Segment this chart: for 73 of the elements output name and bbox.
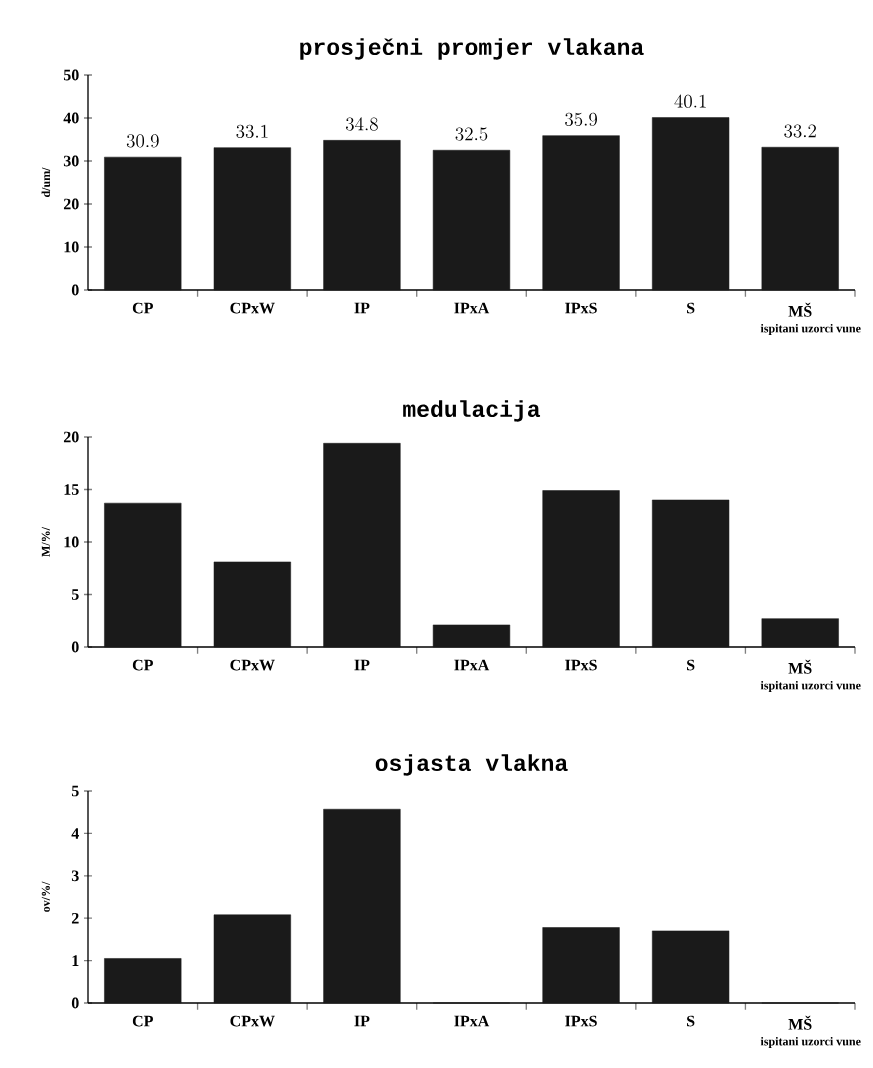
x-tick-label: MŠ [788,302,812,317]
x-tick-label: CP [132,659,153,671]
x-tick-label: IP [354,1015,370,1027]
bar [323,443,401,648]
chart-title: prosječni promjer vlakana [300,38,644,60]
y-tick-label: 2 [71,912,79,924]
x-tick-label: IPxA [454,302,490,314]
x-tick-label: CP [132,1015,153,1027]
x-tick-label: CPxW [230,659,275,671]
x-tick-label: MŠ [788,1015,812,1030]
bar [104,958,182,1004]
bar [542,927,620,1004]
x-axis-title: ispitani uzorci vune [760,1037,861,1048]
y-axis-title: M/%/ [41,526,50,557]
chart-title: osjasta vlakna [375,754,568,776]
y-tick-label: 1 [72,955,79,966]
y-tick-label: 0 [71,641,79,653]
chart-title: medulacija [403,400,541,422]
y-tick-label: 0 [71,997,79,1009]
y-axis-title: ov/%/ [41,881,50,912]
x-axis-title: ispitani uzorci vune [760,681,861,692]
data-label: 33.2 [784,124,816,138]
x-tick-label: S [687,1015,695,1027]
x-tick-label: CPxW [230,302,275,314]
bar [542,135,620,291]
x-tick-label: IP [354,302,370,314]
y-tick-label: 0 [71,284,79,296]
x-tick-label: IPxS [565,1015,597,1027]
x-tick-label: IPxS [565,659,597,671]
bar [213,914,291,1004]
bar [542,490,620,648]
bar [104,502,182,648]
bar [652,930,730,1004]
y-tick-label: 20 [63,431,79,443]
y-tick-label: 50 [63,69,79,81]
y-tick-label: 15 [64,484,79,495]
x-tick-label: CP [132,302,153,314]
y-tick-label: 3 [71,870,79,882]
x-tick-label: CPxW [230,1015,275,1027]
bar [323,140,401,291]
y-tick-label: 20 [63,198,79,210]
x-axis-title: ispitani uzorci vune [760,324,861,335]
x-tick-label: IPxS [565,302,597,314]
x-tick-label: IPxA [454,659,490,671]
bar [213,561,291,648]
x-tick-label: IP [354,659,370,671]
bar [432,149,511,291]
y-tick-label: 40 [63,112,79,124]
data-label: 33. 1 [236,124,268,139]
y-tick-label: 10 [64,536,79,548]
x-tick-label: S [687,302,695,314]
y-tick-label: 10 [64,241,79,253]
bar [432,624,511,648]
bar [104,156,182,291]
y-tick-label: 5 [71,589,79,600]
bar [652,499,730,648]
y-tick-label: 5 [71,785,79,797]
y-axis-title: d/um/ [41,167,51,198]
data-label: 30.9 [126,134,159,148]
bar [652,117,730,291]
bar [323,808,401,1004]
data-label: 35.9 [565,112,597,126]
y-tick-label: 4 [71,828,79,839]
bar [213,147,291,291]
x-tick-label: S [687,659,695,671]
data-label: 40. 1 [674,94,706,108]
data-label: 34.8 [346,117,378,131]
bar [761,146,839,291]
x-tick-label: IPxA [454,1015,490,1027]
y-tick-label: 30 [63,155,79,167]
x-tick-label: MŠ [788,659,812,674]
data-label: 32.5 [455,127,488,141]
bar [761,618,839,648]
